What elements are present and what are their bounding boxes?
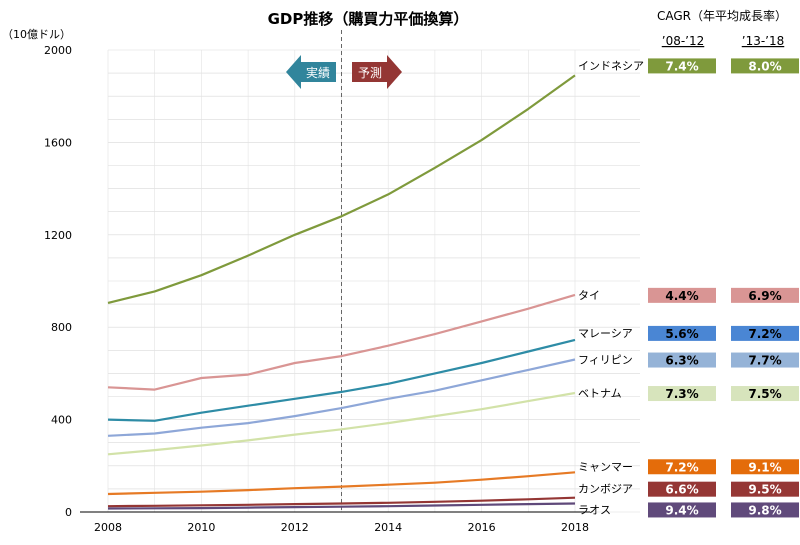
series-line-4 xyxy=(107,391,576,456)
cagr-cell-1 xyxy=(648,352,716,368)
forecast-arrow-label: 予測 xyxy=(358,66,382,80)
cagr-value: 8.0% xyxy=(748,59,781,73)
forecast-arrow-shape xyxy=(352,55,402,89)
forecast-arrow: 予測 xyxy=(352,55,402,89)
series-line-0 xyxy=(107,74,576,304)
cagr-value: 7.3% xyxy=(665,387,698,401)
cagr-value: 6.6% xyxy=(665,483,698,497)
cagr-col2-header: ’13-’18 xyxy=(742,34,785,48)
series-label: ベトナム xyxy=(578,387,622,400)
actual-arrow: 実績 xyxy=(286,55,336,89)
series-label: ラオス xyxy=(578,503,611,516)
cagr-table: 7.4% 8.0% 4.4% 6.9% 5.6% 7.2% 6.3% 7.7% 7.3% 7.5%… xyxy=(648,58,799,518)
series-label: フィリピン xyxy=(578,354,633,367)
cagr-cell-2 xyxy=(731,481,799,497)
x-tick-label: 2012 xyxy=(281,521,309,534)
x-tick-label: 2018 xyxy=(561,521,589,534)
series-line-5 xyxy=(107,471,576,496)
unit-label: （10億ドル） xyxy=(2,28,71,41)
y-tick-label: 1600 xyxy=(44,136,72,149)
x-tick-label: 2010 xyxy=(187,521,215,534)
cagr-value: 7.7% xyxy=(748,354,781,368)
series-lines xyxy=(107,74,576,510)
cagr-cell-1 xyxy=(648,287,716,303)
cagr-cell-1 xyxy=(648,502,716,518)
series-label: インドネシア xyxy=(578,59,644,72)
series-label: カンボジア xyxy=(578,483,633,496)
cagr-cell-2 xyxy=(731,352,799,368)
tick-labels: 2008 2010 2012 2014 2016 2018 0 400 800 1200 1600 2… xyxy=(44,44,589,534)
actual-arrow-shape xyxy=(286,55,336,89)
cagr-cell-2 xyxy=(731,325,799,341)
cagr-cell-1 xyxy=(648,481,716,497)
y-tick-label: 0 xyxy=(65,506,72,519)
cagr-value: 9.8% xyxy=(748,503,781,517)
series-line-7 xyxy=(107,502,576,510)
cagr-cell-2 xyxy=(731,386,799,402)
series-label: タイ xyxy=(578,289,600,302)
series-line-3 xyxy=(107,358,576,437)
cagr-value: 6.3% xyxy=(665,354,698,368)
gridlines xyxy=(107,49,640,513)
cagr-value: 7.5% xyxy=(748,387,781,401)
cagr-cell-2 xyxy=(731,287,799,303)
chart-title: GDP推移（購買力平価換算） xyxy=(268,10,469,28)
y-tick-label: 2000 xyxy=(44,44,72,57)
cagr-cell-1 xyxy=(648,325,716,341)
cagr-value: 9.5% xyxy=(748,483,781,497)
cagr-cell-1 xyxy=(648,459,716,475)
cagr-value: 6.9% xyxy=(748,289,781,303)
series-line-6 xyxy=(107,496,576,508)
cagr-col1-header: ’08-’12 xyxy=(662,34,705,48)
series-line-1 xyxy=(107,293,576,391)
x-tick-label: 2008 xyxy=(94,521,122,534)
x-tick-label: 2014 xyxy=(374,521,402,534)
cagr-value: 4.4% xyxy=(665,289,698,303)
cagr-title: CAGR（年平均成長率） xyxy=(657,8,787,23)
actual-arrow-label: 実績 xyxy=(306,65,330,80)
series-label: マレーシア xyxy=(578,327,633,340)
cagr-value: 7.4% xyxy=(665,59,698,73)
cagr-cell-2 xyxy=(731,459,799,475)
x-tick-label: 2016 xyxy=(468,521,496,534)
cagr-value: 9.1% xyxy=(748,460,781,474)
cagr-value: 7.2% xyxy=(748,327,781,341)
cagr-value: 9.4% xyxy=(665,503,698,517)
series-line-2 xyxy=(107,338,576,422)
cagr-cell-1 xyxy=(648,386,716,402)
y-tick-label: 800 xyxy=(51,321,72,334)
series-label: ミャンマー xyxy=(578,460,633,473)
cagr-value: 7.2% xyxy=(665,460,698,474)
cagr-cell-1 xyxy=(648,58,716,74)
cagr-cell-2 xyxy=(731,58,799,74)
cagr-value: 5.6% xyxy=(665,327,698,341)
y-tick-label: 1200 xyxy=(44,229,72,242)
cagr-cell-2 xyxy=(731,502,799,518)
y-tick-label: 400 xyxy=(51,414,72,427)
